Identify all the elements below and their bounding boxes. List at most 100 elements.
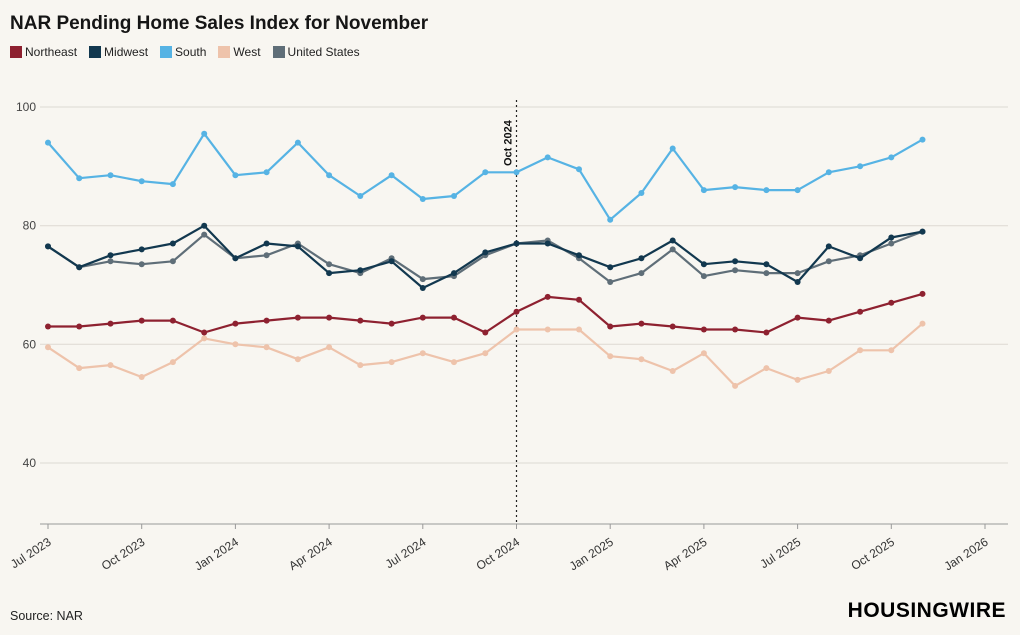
data-point [388, 172, 395, 179]
data-point [294, 139, 301, 146]
x-tick-label: Jan 2026 [942, 535, 991, 574]
legend-label: Midwest [104, 44, 149, 59]
data-point [76, 365, 83, 372]
data-point [263, 252, 270, 259]
data-point [45, 344, 51, 351]
data-point [544, 326, 551, 333]
data-point [263, 317, 270, 324]
data-point [294, 243, 301, 250]
legend-swatch [160, 45, 173, 58]
data-point [794, 376, 801, 383]
data-point [326, 344, 333, 351]
x-tick-label: Oct 2025 [848, 535, 897, 573]
data-point [888, 347, 895, 354]
data-point [76, 175, 83, 182]
series-south [45, 130, 926, 223]
series-west [45, 320, 926, 389]
data-point [607, 216, 614, 223]
data-point [513, 326, 520, 333]
data-point [544, 293, 551, 300]
data-point [419, 350, 426, 357]
data-point [700, 261, 707, 268]
y-tick-label: 80 [23, 219, 37, 233]
data-point [638, 356, 645, 363]
legend-label: South [175, 44, 207, 59]
data-point [607, 279, 614, 285]
x-tick-label: Jul 2023 [8, 535, 54, 572]
legend-swatch [272, 45, 285, 58]
legend-label: Northeast [25, 44, 78, 59]
data-point [357, 193, 364, 199]
legend-swatch [218, 45, 231, 58]
data-point [700, 187, 707, 194]
legend-item-midwest: Midwest [89, 45, 148, 59]
data-point [732, 184, 739, 191]
data-point [107, 362, 114, 369]
data-point [451, 193, 457, 199]
data-point [857, 255, 864, 262]
data-point [919, 228, 926, 235]
data-point [825, 169, 832, 176]
data-point [888, 240, 895, 247]
data-point [201, 130, 208, 137]
data-point [169, 317, 176, 324]
legend-item-west: West [218, 45, 261, 59]
data-point [326, 261, 333, 268]
data-point [513, 308, 520, 315]
data-point [451, 314, 457, 321]
data-point [201, 222, 208, 229]
data-point [888, 299, 895, 306]
data-point [638, 255, 645, 262]
data-point [700, 326, 707, 333]
legend-swatch [10, 45, 22, 58]
data-point [388, 359, 395, 366]
data-point [857, 347, 864, 354]
data-point [326, 314, 333, 321]
data-point [794, 187, 801, 194]
data-point [919, 290, 926, 297]
data-point [169, 181, 176, 188]
legend-item-south: South [160, 45, 206, 59]
data-point [607, 353, 614, 360]
data-point [732, 326, 739, 333]
data-point [576, 166, 582, 173]
data-point [419, 314, 426, 321]
data-point [107, 172, 114, 179]
data-point [888, 234, 895, 241]
series-midwest [45, 222, 926, 291]
data-point [825, 258, 832, 265]
y-tick-label: 60 [23, 337, 37, 351]
data-point [544, 154, 551, 161]
data-point [888, 154, 895, 161]
housingwire-logo: HOUSINGWIRE [847, 599, 1006, 622]
line-chart: 40 60 80 100 Jul 2023 Oct 2023 Jan 2024 Apr 202… [0, 86, 1020, 586]
legend-swatch [89, 45, 102, 58]
data-point [513, 240, 520, 247]
legend-item-northeast: Northeast [10, 45, 77, 59]
data-point [669, 145, 676, 152]
data-point [919, 320, 926, 327]
data-point [576, 296, 582, 303]
data-point [357, 267, 364, 274]
data-point [169, 359, 176, 366]
data-point [607, 264, 614, 271]
data-point [763, 261, 770, 268]
data-point [138, 374, 145, 380]
data-point [357, 317, 364, 324]
chart-footer: Source: NAR HOUSINGWIRE [10, 599, 1006, 623]
data-point [263, 344, 270, 351]
y-tick-label: 40 [23, 456, 37, 470]
source-label: Source: NAR [10, 609, 83, 623]
data-point [232, 320, 239, 327]
data-point [669, 246, 676, 253]
chart-svg: 40 60 80 100 Jul 2023 Oct 2023 Jan 2024 Apr 202… [8, 100, 1008, 574]
data-point [763, 270, 770, 277]
data-point [263, 240, 270, 247]
data-point [763, 329, 770, 336]
x-tick-label: Apr 2024 [286, 535, 335, 573]
data-point [825, 368, 832, 374]
data-point [107, 252, 114, 259]
data-point [357, 362, 364, 369]
data-point [732, 258, 739, 265]
data-point [513, 169, 520, 176]
